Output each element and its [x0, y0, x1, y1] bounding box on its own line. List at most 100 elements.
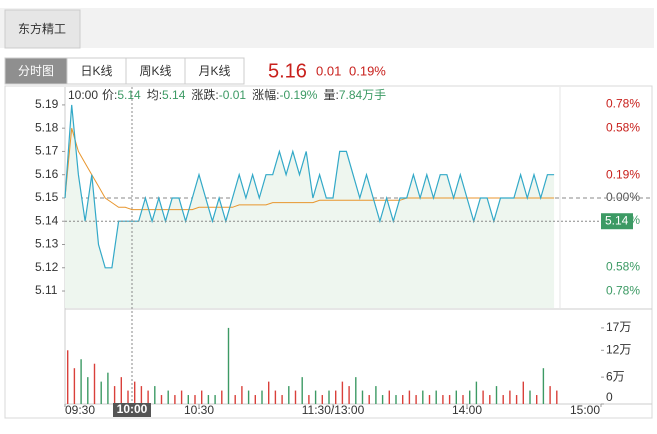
- volume-bar: [475, 381, 478, 404]
- y2-tick-label: 0.00%: [606, 190, 640, 204]
- y-tick-label: 5.12: [35, 260, 59, 274]
- volume-bar: [107, 372, 109, 404]
- y-tick-label: 5.11: [35, 283, 58, 297]
- x-tick-label: 10:30: [184, 403, 214, 417]
- x-tick-label: 15:00: [570, 403, 600, 417]
- info-label: 涨跌:: [191, 87, 218, 102]
- y2-tick-label: 0.78%: [606, 97, 640, 111]
- average-line: [64, 128, 555, 211]
- info-time: 10:00: [68, 88, 98, 102]
- y2-tick-label: 0.78%: [606, 284, 640, 298]
- volume-bar: [455, 390, 457, 404]
- volume-bar: [100, 381, 102, 404]
- volume-bar: [381, 395, 384, 404]
- volume-bar: [368, 395, 370, 404]
- volume-bar: [482, 390, 484, 404]
- y-tick-label: 5.18: [35, 120, 59, 134]
- volume-tick-label: 12万: [606, 342, 631, 356]
- info-label: 涨幅:: [252, 87, 279, 102]
- crosshair-y-box: [601, 213, 633, 230]
- y-tick-label: 5.19: [35, 97, 59, 111]
- volume-bar: [321, 395, 323, 404]
- volume-bar: [469, 390, 471, 404]
- volume-bar: [288, 386, 290, 404]
- volume-bar: [154, 386, 156, 404]
- info-value: 7.84万手: [339, 88, 386, 102]
- stock-title: 东方精工: [18, 21, 66, 36]
- tab[interactable]: [4, 57, 68, 85]
- volume-bar: [80, 359, 82, 404]
- volume-bar: [348, 386, 350, 404]
- volume-bar: [442, 395, 444, 404]
- volume-bar: [167, 390, 169, 404]
- info-label: 量:: [323, 88, 338, 102]
- crosshair-y-label: 5.14: [605, 213, 629, 227]
- info-label: 价:: [102, 88, 117, 102]
- volume-bar: [509, 390, 511, 404]
- info-value: 5.14: [162, 88, 186, 102]
- price-line: [64, 104, 555, 269]
- y-tick-label: 5.13: [35, 237, 59, 251]
- volume-bar: [261, 390, 263, 404]
- volume-bar: [113, 386, 116, 404]
- info-value: -0.19%: [279, 88, 317, 102]
- x-tick-label: 09:30: [65, 403, 95, 417]
- y2-tick-label: 0.58%: [606, 260, 640, 274]
- volume-bar: [355, 377, 357, 404]
- volume-bar: [328, 390, 330, 404]
- volume-bar: [462, 395, 464, 404]
- volume-bar: [308, 395, 310, 404]
- volume-bar: [542, 368, 545, 404]
- volume-bar: [194, 395, 196, 404]
- volume-bar: [435, 390, 437, 404]
- volume-bar: [201, 390, 203, 404]
- y-tick-label: 5.15: [35, 190, 59, 204]
- quote-percent: 0.19%: [349, 63, 386, 78]
- volume-bar: [241, 386, 243, 404]
- volume-bar: [522, 381, 524, 404]
- volume-bar: [274, 390, 277, 404]
- volume-bar: [127, 390, 129, 404]
- volume-bar: [375, 386, 377, 404]
- volume-bar: [120, 377, 122, 404]
- volume-bar: [448, 395, 451, 404]
- volume-tick-label: 17万: [606, 320, 631, 334]
- volume-bar: [281, 395, 283, 404]
- stock-tab[interactable]: [4, 9, 81, 49]
- volume-bar: [515, 395, 518, 404]
- info-label: 均:: [147, 88, 162, 102]
- info-value: 5.14: [117, 88, 141, 102]
- volume-bar: [408, 390, 411, 404]
- x-tick-label: 11:30/13:00: [302, 403, 365, 417]
- volume-bar: [254, 395, 256, 404]
- volume-bar: [214, 395, 216, 404]
- volume-bar: [147, 390, 149, 404]
- volume-bar: [73, 368, 76, 404]
- volume-bar: [502, 395, 504, 404]
- tab[interactable]: [184, 57, 245, 85]
- chart-frame: [4, 85, 653, 419]
- top-bar: [0, 8, 654, 48]
- volume-bar: [87, 377, 89, 404]
- volume-bar: [187, 395, 189, 404]
- volume-bar: [301, 377, 303, 404]
- volume-bar: [529, 390, 531, 404]
- volume-bar: [227, 327, 230, 404]
- tab-label: 分时图: [18, 64, 54, 78]
- volume-tick-label: 6万: [606, 369, 625, 383]
- volume-bar: [549, 386, 551, 404]
- volume-bar: [428, 395, 431, 404]
- tab-label: 周K线: [139, 64, 171, 78]
- volume-bar: [160, 395, 163, 404]
- volume-bar: [93, 363, 96, 404]
- volume-bar: [134, 381, 136, 404]
- volume-bar: [341, 381, 344, 404]
- volume-bar: [489, 395, 491, 404]
- volume-bar: [67, 350, 69, 404]
- info-value: -0.01: [219, 88, 247, 102]
- y-tick-label: 5.14: [35, 213, 59, 227]
- volume-bar: [221, 390, 223, 404]
- tab[interactable]: [125, 57, 186, 85]
- volume-bar: [422, 390, 424, 404]
